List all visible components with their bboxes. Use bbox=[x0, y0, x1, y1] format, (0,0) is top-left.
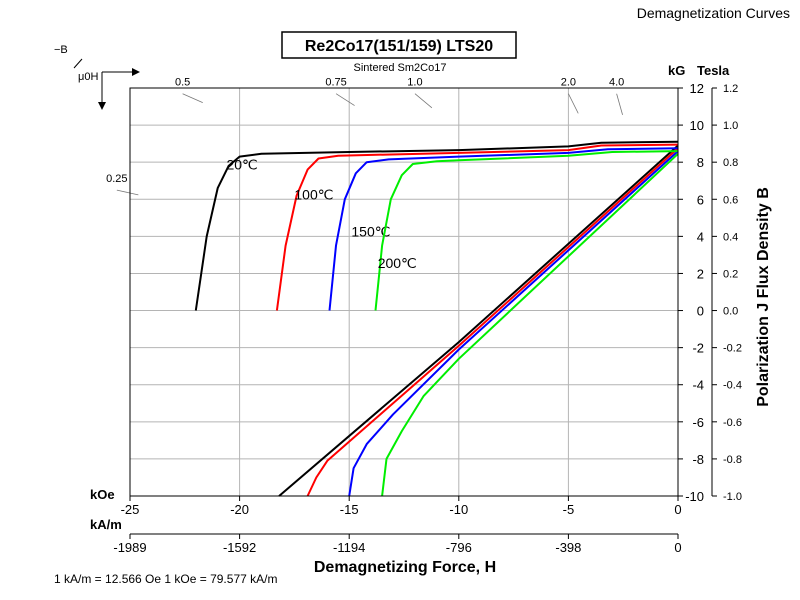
series-label: 100℃ bbox=[294, 186, 333, 202]
y-tick-label-kg: -8 bbox=[692, 452, 704, 467]
corner-arrow-icon bbox=[73, 58, 140, 110]
x-tick-label-kam: -796 bbox=[446, 540, 472, 555]
series-j-line bbox=[328, 147, 679, 311]
x-tick-label-koe: -20 bbox=[230, 502, 249, 517]
series-j-line bbox=[374, 150, 679, 311]
chart-subtitle: Sintered Sm2Co17 bbox=[354, 62, 447, 74]
x-tick-label-koe: -15 bbox=[340, 502, 359, 517]
corner-label-b: −B bbox=[54, 44, 68, 56]
y-unit-primary: kG bbox=[668, 63, 685, 78]
permeance-line bbox=[414, 93, 433, 109]
permeance-label: 2.0 bbox=[561, 77, 576, 89]
y-tick-label-tesla: 0.8 bbox=[723, 157, 738, 169]
permeance-line bbox=[568, 93, 579, 114]
series-label: 200℃ bbox=[378, 255, 417, 271]
x-tick-label-kam: -1989 bbox=[113, 540, 146, 555]
y-tick-label-tesla: 1.2 bbox=[723, 83, 738, 95]
y-tick-label-tesla: -0.6 bbox=[723, 417, 742, 429]
y-tick-label-tesla: 0.4 bbox=[723, 231, 738, 243]
ticks: -25 -20 -15 -10 -5 0-1989 -1592 -1194 -796 -398 0-… bbox=[113, 81, 742, 555]
x-tick-label-kam: -1194 bbox=[333, 540, 365, 555]
x-tick-label-kam: -1592 bbox=[223, 540, 256, 555]
y-tick-label-tesla: -1.0 bbox=[723, 491, 742, 503]
permeance-label: 4.0 bbox=[609, 77, 624, 89]
title-box bbox=[281, 31, 517, 59]
permeance-line bbox=[182, 93, 203, 103]
x-unit-primary: kOe bbox=[90, 487, 115, 502]
x-unit-secondary: kA/m bbox=[90, 517, 122, 532]
y-tick-label-kg: -6 bbox=[692, 415, 704, 430]
x-tick-label-kam: -398 bbox=[555, 540, 581, 555]
series-label: 20℃ bbox=[226, 157, 257, 173]
y-tick-label-tesla: 0.6 bbox=[723, 194, 738, 206]
corner-label-mu: μ0H bbox=[78, 71, 98, 83]
y-tick-label-kg: 12 bbox=[690, 81, 704, 96]
y-tick-label-kg: -10 bbox=[685, 489, 704, 504]
permeance-label: 0.25 bbox=[106, 173, 127, 185]
y-tick-label-kg: 0 bbox=[697, 304, 704, 319]
curves: 20℃ 100℃ 150℃ 200℃ bbox=[194, 140, 679, 497]
x-tick-label-kam: 0 bbox=[674, 540, 681, 555]
series-b-line bbox=[381, 153, 679, 497]
y-tick-label-kg: 2 bbox=[697, 266, 704, 281]
series-label: 150℃ bbox=[351, 223, 390, 239]
y-tick-label-tesla: 1.0 bbox=[723, 120, 738, 132]
permeance-lines: 0.5 0.75 1.0 2.0 4.0 0.25 bbox=[106, 77, 624, 196]
y-tick-label-tesla: -0.4 bbox=[723, 380, 742, 392]
chart-title: Re2Co17(151/159) LTS20 bbox=[305, 38, 493, 55]
y-tick-label-kg: 8 bbox=[697, 155, 704, 170]
series-b-line bbox=[306, 147, 679, 497]
y-tick-label-tesla: -0.8 bbox=[723, 454, 742, 466]
y-tick-label-kg: 6 bbox=[697, 192, 704, 207]
series-j-line bbox=[275, 143, 679, 311]
x-axis-label: Demagnetizing Force, H bbox=[314, 559, 496, 576]
x-tick-label-koe: -25 bbox=[121, 502, 140, 517]
y-tick-label-kg: -4 bbox=[692, 378, 704, 393]
y-axis-label: Polarization J Flux Density B bbox=[755, 187, 772, 407]
corner-title: Demagnetization Curves bbox=[637, 5, 790, 21]
x-tick-label-koe: -5 bbox=[563, 502, 575, 517]
permeance-line bbox=[616, 93, 623, 115]
permeance-line bbox=[116, 189, 139, 196]
y-tick-label-kg: -2 bbox=[692, 341, 704, 356]
plot-frame bbox=[129, 87, 679, 497]
series-b-line bbox=[278, 144, 679, 497]
y-tick-label-tesla: 0.0 bbox=[723, 306, 738, 318]
y-unit-secondary: Tesla bbox=[697, 63, 730, 78]
x-tick-label-koe: 0 bbox=[674, 502, 681, 517]
x-tick-label-koe: -10 bbox=[449, 502, 468, 517]
permeance-label: 1.0 bbox=[407, 77, 422, 89]
permeance-label: 0.5 bbox=[175, 77, 190, 89]
series-j-line bbox=[194, 140, 679, 311]
y-tick-label-kg: 10 bbox=[690, 118, 704, 133]
grid bbox=[129, 87, 679, 497]
permeance-line bbox=[335, 93, 355, 106]
y-tick-label-tesla: 0.2 bbox=[723, 268, 738, 280]
y-tick-label-kg: 4 bbox=[697, 229, 704, 244]
series-b-line bbox=[348, 150, 679, 497]
y-tick-label-tesla: -0.2 bbox=[723, 343, 742, 355]
footer-note: 1 kA/m = 12.566 Oe 1 kOe = 79.577 kA/m bbox=[54, 572, 277, 586]
permeance-label: 0.75 bbox=[325, 77, 346, 89]
